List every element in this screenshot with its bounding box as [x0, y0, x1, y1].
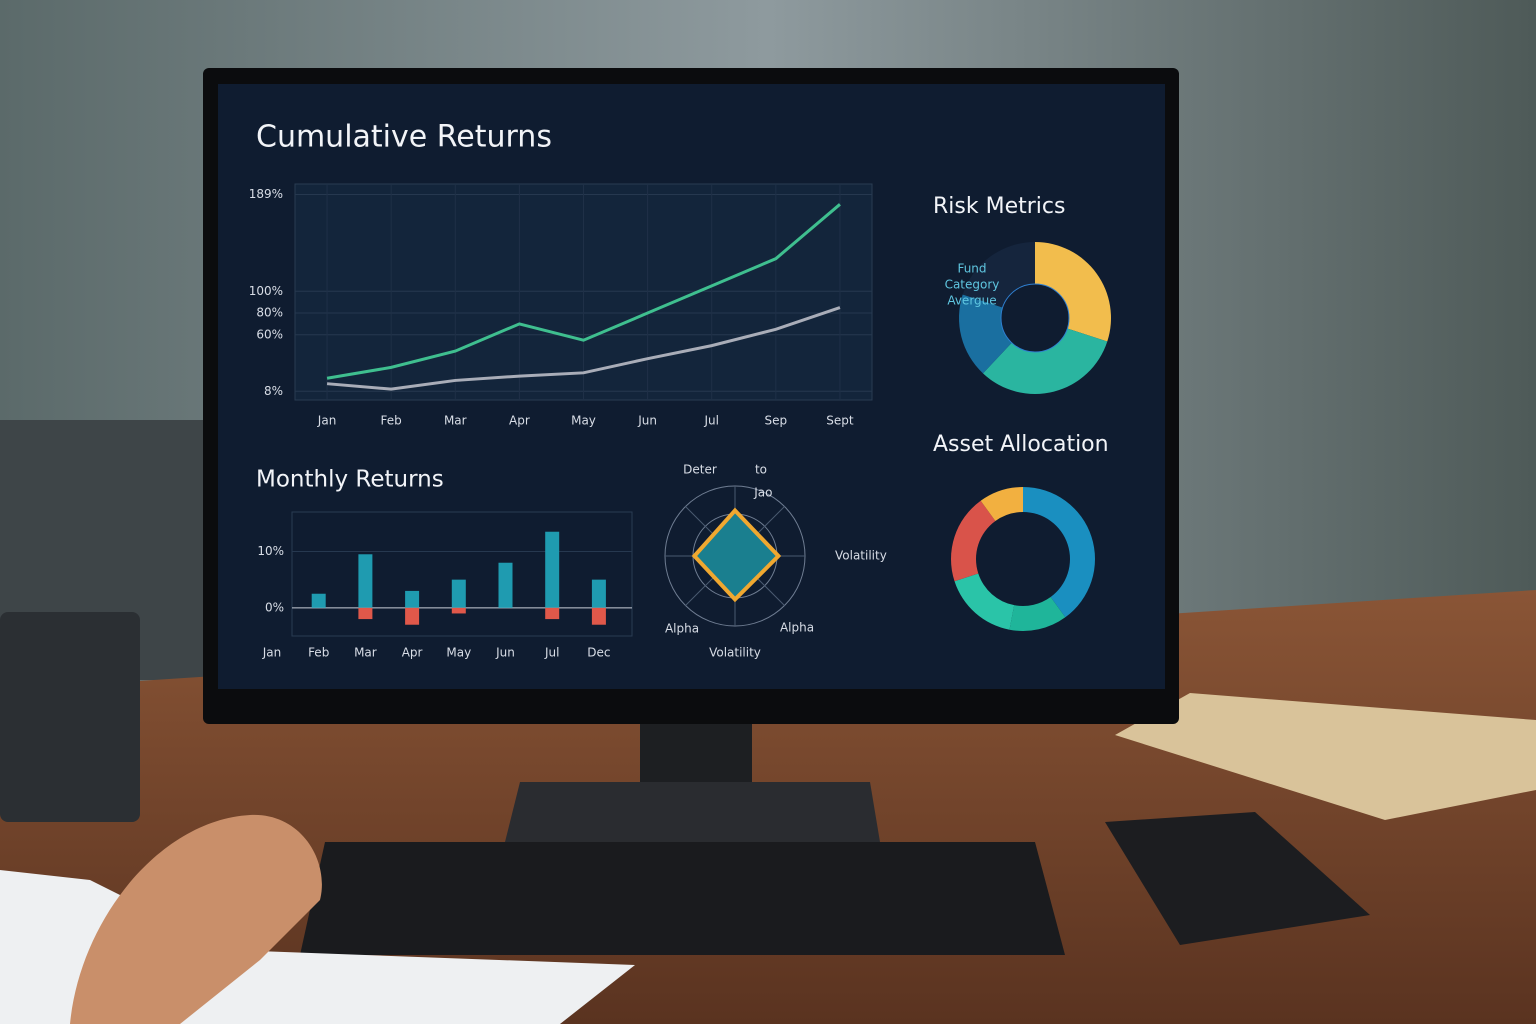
- x-tick-label: May: [446, 646, 471, 660]
- x-tick-label: Jul: [703, 414, 718, 428]
- y-tick-label: 8%: [264, 384, 283, 398]
- bar: [451, 607, 466, 614]
- donut-segment: [951, 500, 996, 582]
- axis-label: Alpha: [665, 622, 699, 636]
- annotation: Alpha: [780, 621, 814, 635]
- x-tick-label: Feb: [381, 414, 402, 428]
- bar: [591, 607, 606, 625]
- x-tick-label: Sep: [765, 414, 788, 428]
- bar: [498, 562, 513, 608]
- annotation: Fund: [957, 262, 986, 276]
- donut-segment: [959, 294, 1012, 374]
- bar: [591, 579, 606, 608]
- bar: [405, 607, 420, 625]
- x-tick-label: Dec: [587, 646, 610, 660]
- bar: [358, 607, 373, 620]
- monitor-neck: [640, 720, 752, 790]
- y-tick-label: 100%: [249, 284, 283, 298]
- x-tick-label: Jun: [637, 414, 657, 428]
- x-tick-label: Mar: [354, 646, 377, 660]
- x-tick-label: Jan: [317, 414, 337, 428]
- annotation: to: [755, 463, 767, 477]
- axis-label: Volatility: [709, 646, 761, 660]
- plot-area: [291, 511, 633, 637]
- donut-segment: [962, 242, 1035, 308]
- donut-segment: [954, 573, 1015, 630]
- calculator: [1105, 812, 1370, 945]
- annotation: Category: [945, 278, 1000, 292]
- axis-label: Jao: [753, 486, 772, 500]
- line-series: [326, 306, 841, 391]
- axis-label: Volatility: [835, 549, 887, 563]
- x-tick-label: Jan: [262, 646, 282, 660]
- bar: [405, 590, 420, 608]
- y-tick-label: 80%: [256, 306, 283, 320]
- donut-segment: [980, 487, 1023, 521]
- x-tick-label: Apr: [509, 414, 530, 428]
- x-tick-label: Apr: [402, 646, 423, 660]
- y-tick-label: 189%: [249, 187, 283, 201]
- notebook: [1115, 693, 1536, 820]
- chart-title: Asset Allocation: [933, 432, 1109, 457]
- bar: [358, 554, 373, 608]
- chart-title: Monthly Returns: [256, 467, 444, 493]
- x-tick-label: May: [571, 414, 596, 428]
- donut-hole-ring: [1000, 283, 1070, 353]
- donut-segment: [1035, 242, 1111, 342]
- bar: [545, 531, 560, 608]
- line-series: [326, 203, 841, 380]
- chart-title: Cumulative Returns: [256, 120, 552, 155]
- bar: [451, 579, 466, 608]
- x-tick-label: Mar: [444, 414, 467, 428]
- bar: [311, 593, 326, 608]
- x-tick-label: Feb: [308, 646, 329, 660]
- y-tick-label: 0%: [265, 600, 284, 614]
- y-tick-label: 10%: [257, 544, 284, 558]
- bar: [545, 607, 560, 620]
- annotation: Deter: [683, 463, 717, 477]
- x-tick-label: Jun: [495, 646, 515, 660]
- donut-segment: [1009, 597, 1066, 631]
- x-tick-label: Sept: [826, 414, 854, 428]
- hand: [70, 814, 322, 1024]
- monitor-base: [505, 782, 880, 842]
- donut-segment: [1023, 487, 1095, 618]
- x-tick-label: Jul: [544, 646, 559, 660]
- pen-holder: [0, 612, 140, 822]
- keyboard: [300, 842, 1065, 955]
- radar-area: [691, 507, 782, 603]
- chart-title: Risk Metrics: [933, 194, 1065, 219]
- y-tick-label: 60%: [256, 327, 283, 341]
- annotation: Avergue: [947, 294, 996, 308]
